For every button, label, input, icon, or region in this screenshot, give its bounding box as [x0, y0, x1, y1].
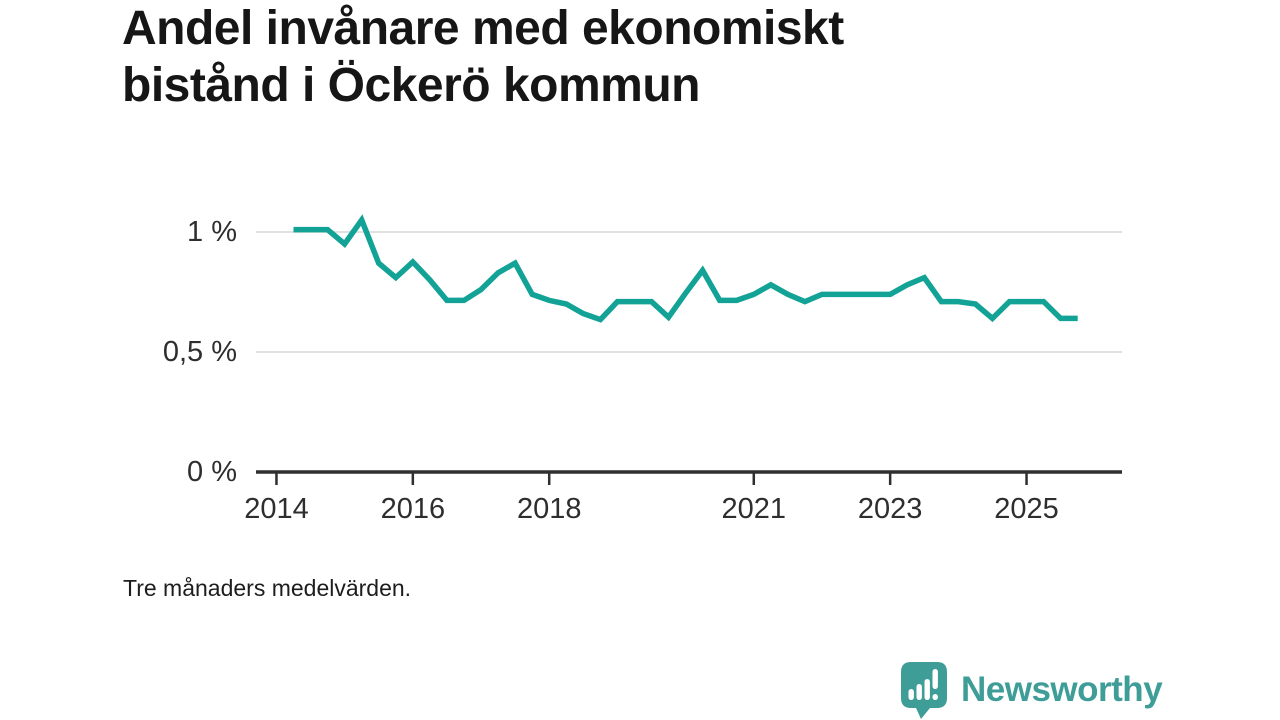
newsworthy-logo-text: Newsworthy: [961, 670, 1163, 709]
bar-icon-3: [924, 679, 930, 700]
newsworthy-speech-bubble-bar-chart-icon: [901, 662, 947, 719]
x-axis-label: 2023: [857, 493, 923, 525]
bar-icon-1: [908, 689, 914, 700]
chart-footnote: Tre månaders medelvärden.: [123, 575, 412, 601]
y-axis-label: 0,5 %: [162, 336, 237, 368]
y-axis-label: 1 %: [187, 216, 237, 248]
x-axis-label: 2021: [721, 493, 787, 525]
exclamation-bar-icon: [932, 669, 938, 689]
data-line-series: [293, 214, 1078, 323]
x-axis-label: 2025: [994, 493, 1059, 525]
y-axis-label: 0 %: [187, 456, 237, 488]
chart-title: Andel invånare med ekonomiskt bistånd i …: [122, 2, 844, 112]
exclamation-dot-icon: [932, 694, 938, 700]
x-axis-label: 2014: [244, 493, 309, 525]
speech-bubble-shape: [901, 662, 947, 719]
newsworthy-logo: Newsworthy: [898, 660, 1163, 720]
bar-icon-2: [916, 684, 922, 700]
x-axis-label: 2016: [380, 493, 446, 525]
x-axis-label: 2018: [516, 493, 582, 525]
